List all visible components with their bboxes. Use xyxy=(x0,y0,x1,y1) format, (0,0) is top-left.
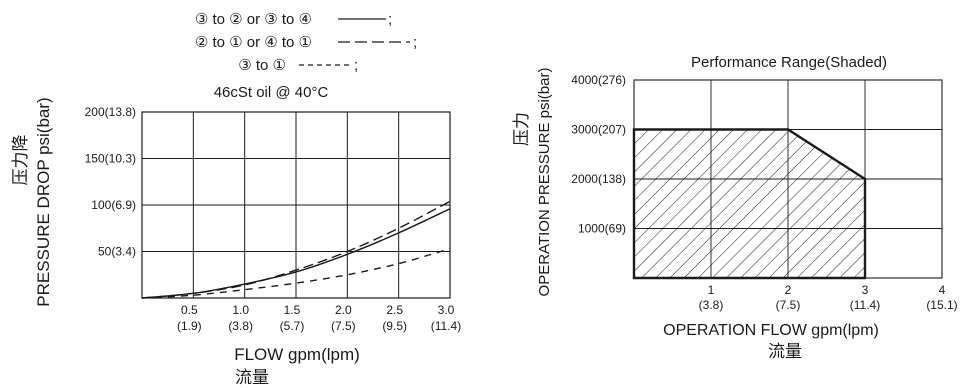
left-xlabel-cn: 流量 xyxy=(235,368,269,387)
right-plot-frame xyxy=(633,79,943,279)
left-xlabel: FLOW gpm(lpm) xyxy=(234,345,360,364)
legend-semicolon-2: ; xyxy=(413,34,417,51)
left-xtick-label-0: 0.5 xyxy=(181,303,198,317)
left-xtick-label-4: 2.5 xyxy=(386,303,403,317)
right-xtick-label-0: 1 xyxy=(708,283,715,297)
left-ytick-label-0: 50(3.4) xyxy=(98,245,136,259)
right-ytick-label-1: 2000(138) xyxy=(571,172,626,186)
performance-range-region xyxy=(632,128,867,280)
legend-semicolon-1: ; xyxy=(388,11,392,28)
right-plot: 1000(69) 2000(138) 3000(207) 4000(276) 1(3.8… xyxy=(571,73,957,312)
right-ylabel-cn: 压力 xyxy=(512,112,531,146)
left-ylabel: PRESSURE DROP psi(bar) xyxy=(34,97,53,306)
left-xtick-sub-3: (7.5) xyxy=(331,319,356,333)
left-xtick-sub-2: (5.7) xyxy=(280,319,305,333)
right-xtick-sub-3: (15.1) xyxy=(926,298,957,312)
right-xlabel: OPERATION FLOW gpm(lpm) xyxy=(663,322,879,339)
left-plot: 50(3.4) 100(6.9) 150(10.3) 200(13.8) 0.5 (1.9… xyxy=(85,105,462,333)
left-xtick-label-3: 2.0 xyxy=(335,303,352,317)
legend-label-2: ② to ① or ④ to ① xyxy=(195,34,312,51)
left-xtick-label-5: 3.0 xyxy=(438,303,455,317)
left-xtick-label-2: 1.5 xyxy=(284,303,301,317)
right-ytick-label-0: 1000(69) xyxy=(578,222,626,236)
right-ylabel: OPERATION PRESSURE psi(bar) xyxy=(536,68,553,297)
left-xtick-sub-0: (1.9) xyxy=(177,319,202,333)
right-ytick-label-2: 3000(207) xyxy=(571,123,626,137)
right-xlabel-cn: 流量 xyxy=(768,342,802,361)
right-xtick-sub-0: (3.8) xyxy=(699,298,724,312)
left-xtick-sub-1: (3.8) xyxy=(228,319,253,333)
left-ytick-label-3: 200(13.8) xyxy=(85,105,136,119)
right-xtick-label-3: 4 xyxy=(939,283,946,297)
right-chart-title: Performance Range(Shaded) xyxy=(691,54,887,71)
legend-label-1: ③ to ② or ③ to ④ xyxy=(195,11,312,28)
legend-label-3: ③ to ① xyxy=(238,57,286,74)
right-xtick-sub-2: (11.4) xyxy=(850,298,880,312)
left-chart-subtitle: 46cSt oil @ 40°C xyxy=(214,84,329,101)
left-plot-frame xyxy=(141,111,451,299)
left-xtick-sub-5: (11.4) xyxy=(431,319,461,333)
right-xtick-sub-1: (7.5) xyxy=(776,298,801,312)
right-xtick-label-1: 2 xyxy=(785,283,792,297)
left-ylabel-cn: 压力降 xyxy=(11,135,30,186)
left-xtick-label-1: 1.0 xyxy=(232,303,249,317)
left-xtick-sub-4: (9.5) xyxy=(382,319,407,333)
right-ytick-label-3: 4000(276) xyxy=(571,73,626,87)
left-ytick-label-2: 150(10.3) xyxy=(85,152,136,166)
legend-semicolon-3: ; xyxy=(354,57,358,74)
left-series-line-long-dash xyxy=(141,200,451,299)
left-ytick-label-1: 100(6.9) xyxy=(91,198,136,212)
right-xtick-label-2: 3 xyxy=(862,283,869,297)
left-legend: ③ to ② or ③ to ④ ; ② to ① or ④ to ① ; ③ … xyxy=(195,11,417,74)
